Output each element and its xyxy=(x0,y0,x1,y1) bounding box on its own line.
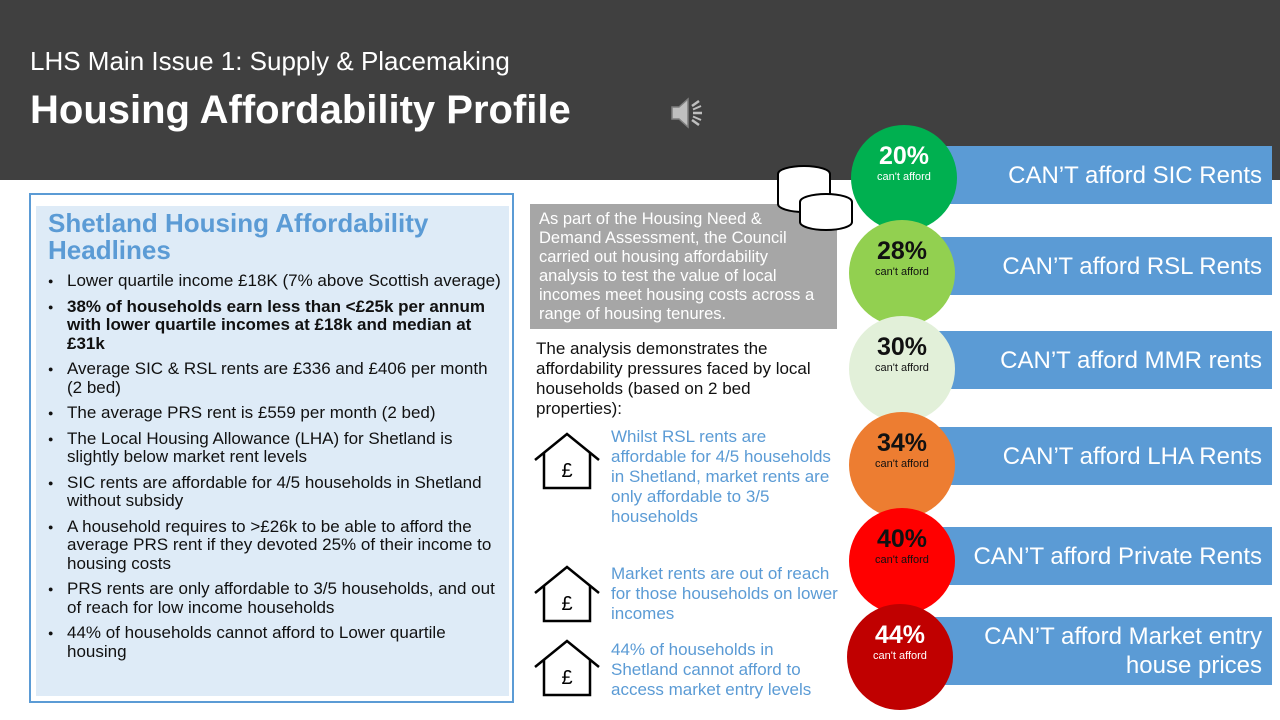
bar-label: CAN’T afford Private Rents xyxy=(973,542,1262,570)
headline-item: A household requires to >£26k to be able… xyxy=(46,517,506,574)
percent-circle-market-entry: 44% can't afford xyxy=(847,604,953,710)
headline-item: 38% of households earn less than <£25k p… xyxy=(46,297,506,354)
headline-item: SIC rents are affordable for 4/5 househo… xyxy=(46,473,506,511)
affordability-bar-mmr: CAN’T afford MMR rents xyxy=(924,331,1272,389)
svg-text:£: £ xyxy=(561,593,572,615)
bar-label: CAN’T afford MMR rents xyxy=(1000,346,1262,374)
point-text: 44% of households in Shetland cannot aff… xyxy=(611,640,812,699)
percent-circle-rsl: 28% can't afford xyxy=(849,220,955,326)
point-text: Market rents are out of reach for those … xyxy=(611,564,838,623)
svg-text:£: £ xyxy=(561,460,572,482)
percent-value: 28% xyxy=(876,237,928,265)
percent-value: 34% xyxy=(876,429,928,457)
affordability-bar-rsl: CAN’T afford RSL Rents xyxy=(924,237,1272,295)
percent-circle-lha: 34% can't afford xyxy=(849,412,955,518)
headlines-list: Lower quartile income £18K (7% above Sco… xyxy=(46,271,506,668)
headline-item: 44% of households cannot afford to Lower… xyxy=(46,623,506,661)
house-pound-icon: £ xyxy=(534,432,600,490)
slide-title: Housing Affordability Profile xyxy=(30,88,571,132)
analysis-text: The analysis demonstrates the affordabil… xyxy=(536,339,811,418)
percent-circle-private: 40% can't afford xyxy=(849,508,955,614)
percent-value: 30% xyxy=(876,333,928,361)
affordability-bar-private: CAN’T afford Private Rents xyxy=(924,527,1272,585)
percent-value: 40% xyxy=(876,525,928,553)
bar-label: CAN’T afford LHA Rents xyxy=(1002,442,1262,470)
cant-afford-caption: can't afford xyxy=(875,458,929,470)
cant-afford-caption: can't afford xyxy=(873,650,927,662)
headline-item: Average SIC & RSL rents are £336 and £40… xyxy=(46,359,506,397)
cant-afford-caption: can't afford xyxy=(875,362,929,374)
point-text: Whilst RSL rents are affordable for 4/5 … xyxy=(611,427,831,526)
affordability-bar-lha: CAN’T afford LHA Rents xyxy=(924,427,1272,485)
bar-label: CAN’T afford SIC Rents xyxy=(1008,161,1262,189)
percent-circle-sic: 20% can't afford xyxy=(851,125,957,231)
headline-item: The Local Housing Allowance (LHA) for Sh… xyxy=(46,429,506,467)
cant-afford-caption: can't afford xyxy=(875,266,929,278)
headline-item: Lower quartile income £18K (7% above Sco… xyxy=(46,271,506,291)
affordability-bar-market-entry: CAN’T afford Market entry house prices xyxy=(924,617,1272,685)
house-pound-icon: £ xyxy=(534,639,600,697)
bar-label: CAN’T afford Market entry house prices xyxy=(984,623,1262,679)
slide-subtitle: LHS Main Issue 1: Supply & Placemaking xyxy=(30,46,510,76)
speaker-icon[interactable] xyxy=(668,95,708,131)
bar-label: CAN’T afford RSL Rents xyxy=(1002,252,1262,280)
headline-item: The average PRS rent is £559 per month (… xyxy=(46,403,506,423)
percent-value: 20% xyxy=(878,142,930,170)
headlines-panel-border xyxy=(29,193,514,703)
affordability-bar-sic: CAN’T afford SIC Rents xyxy=(924,146,1272,204)
cant-afford-caption: can't afford xyxy=(877,171,931,183)
house-pound-icon: £ xyxy=(534,565,600,623)
hnda-intro-box: As part of the Housing Need & Demand Ass… xyxy=(530,204,837,329)
svg-text:£: £ xyxy=(561,667,572,689)
percent-circle-mmr: 30% can't afford xyxy=(849,316,955,422)
coins-icon xyxy=(777,165,853,231)
cant-afford-caption: can't afford xyxy=(875,554,929,566)
headline-item: PRS rents are only affordable to 3/5 hou… xyxy=(46,579,506,617)
percent-value: 44% xyxy=(874,621,926,649)
headlines-title: Shetland Housing Affordability Headlines xyxy=(48,208,429,265)
